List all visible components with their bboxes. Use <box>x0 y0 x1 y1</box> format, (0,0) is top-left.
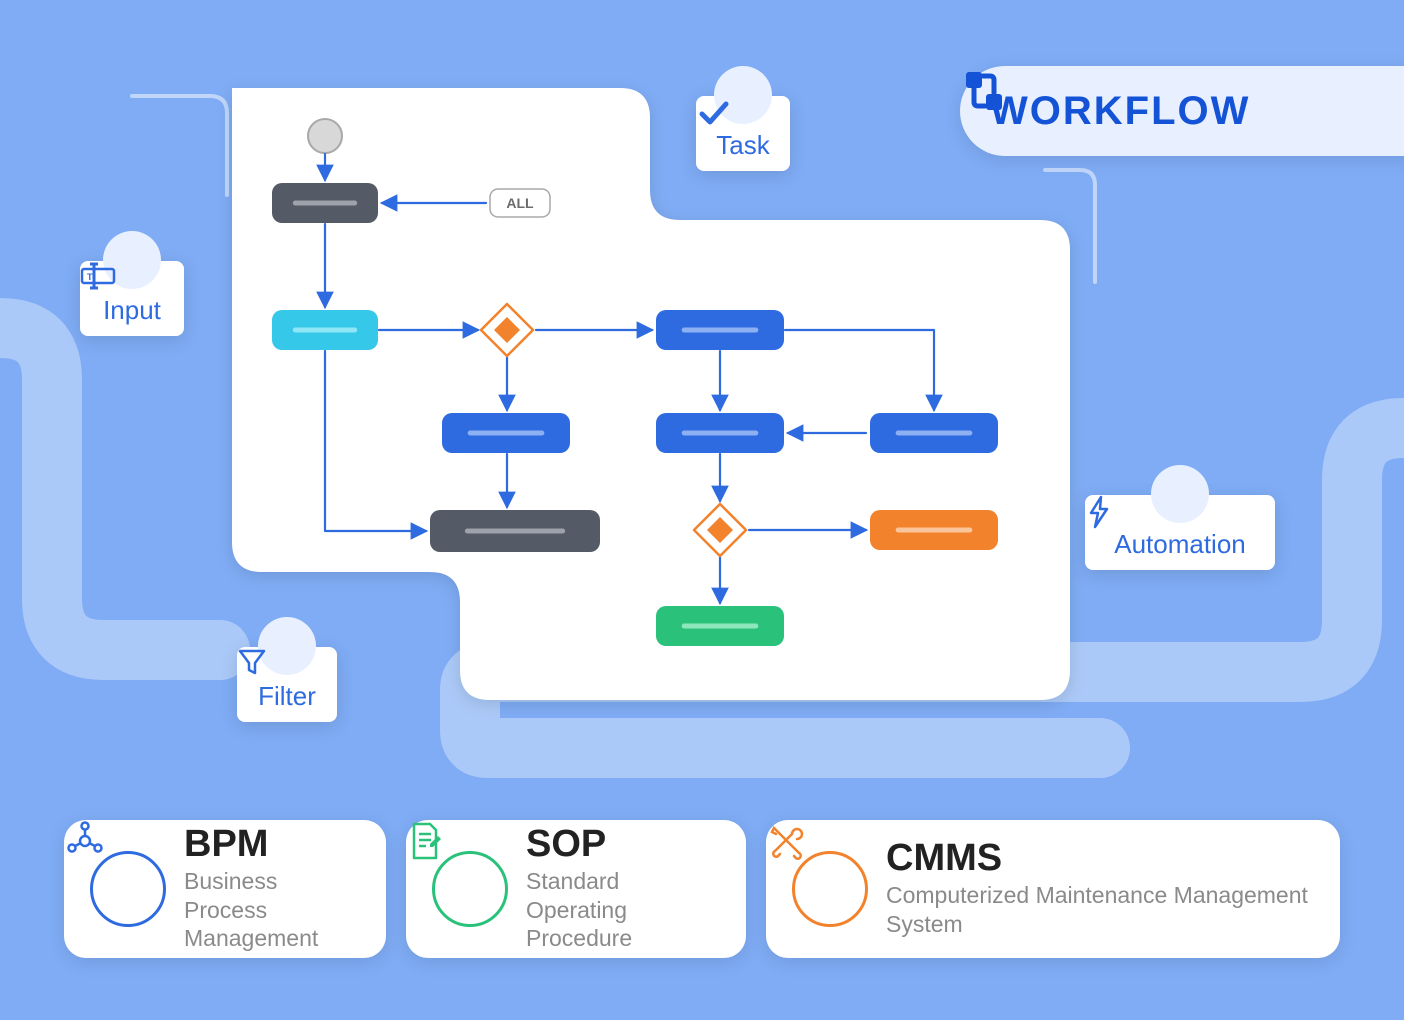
card-sop-subtitle: Standard Operating Procedure <box>526 867 720 953</box>
badge-input-label: Input <box>85 289 179 336</box>
flow-node-n3 <box>656 310 784 350</box>
flow-node-n4 <box>442 413 570 453</box>
workflow-pill-label: WORKFLOW <box>990 89 1250 134</box>
badge-task-label: Task <box>698 124 787 171</box>
card-sop-title: SOP <box>526 825 720 863</box>
card-cmms-title: CMMS <box>886 839 1314 877</box>
workflow-pill: WORKFLOW <box>960 66 1404 156</box>
card-bpm-title: BPM <box>184 825 360 863</box>
doc-icon <box>432 851 508 927</box>
input-icon: T <box>103 231 161 289</box>
funnel-icon <box>258 617 316 675</box>
check-icon <box>714 66 772 124</box>
tools-icon <box>792 851 868 927</box>
card-cmms: CMMS Computerized Maintenance Management … <box>766 820 1340 958</box>
flow-node-n2 <box>272 310 378 350</box>
badge-filter-label: Filter <box>240 675 334 722</box>
card-bpm: BPM Business Process Management <box>64 820 386 958</box>
svg-text:ALL: ALL <box>506 195 534 211</box>
card-bpm-subtitle: Business Process Management <box>184 867 360 953</box>
badge-automation-label: Automation <box>1096 523 1264 570</box>
flow-node-n1 <box>272 183 378 223</box>
flow-node-n8 <box>870 510 998 550</box>
flow-node-n5 <box>656 413 784 453</box>
badge-automation: Automation <box>1085 495 1275 570</box>
gear-icon <box>90 851 166 927</box>
svg-text:T: T <box>87 272 93 282</box>
badge-input: T Input <box>80 261 184 336</box>
flow-node-n6 <box>870 413 998 453</box>
card-sop: SOP Standard Operating Procedure <box>406 820 746 958</box>
card-cmms-subtitle: Computerized Maintenance Management Syst… <box>886 881 1314 939</box>
flow-node-n9 <box>656 606 784 646</box>
badge-task: Task <box>696 96 790 171</box>
badge-filter: Filter <box>237 647 337 722</box>
bolt-icon <box>1151 465 1209 523</box>
flow-node-n7 <box>430 510 600 552</box>
